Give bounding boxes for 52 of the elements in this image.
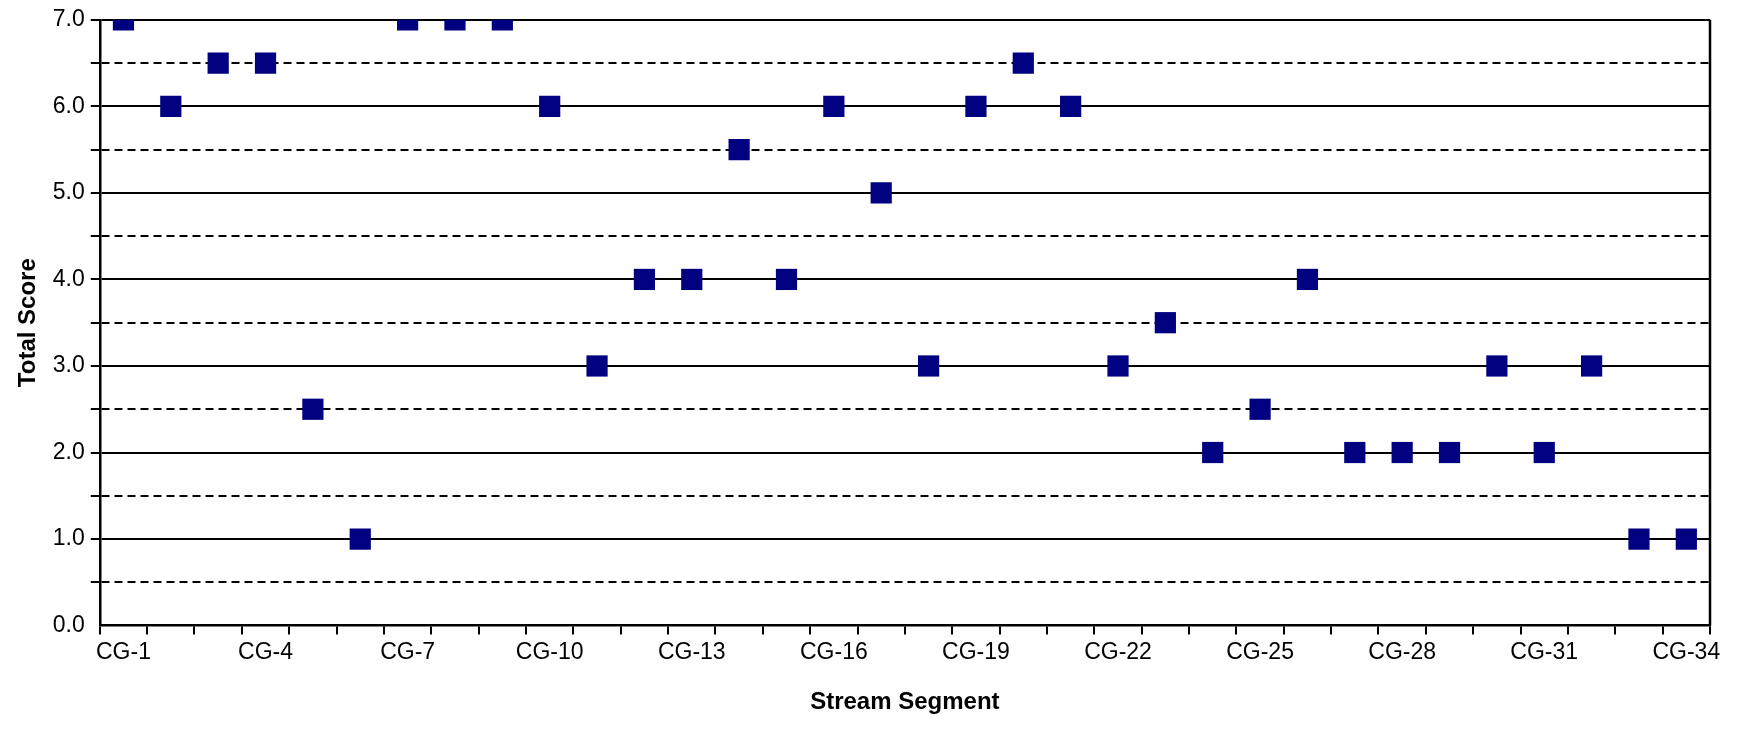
point: [1060, 95, 1082, 117]
point: [1486, 355, 1508, 377]
point: [1675, 528, 1697, 550]
point: [1154, 312, 1176, 334]
x-tick-label: CG-19: [942, 637, 1010, 664]
x-tick-label: CG-28: [1368, 637, 1437, 664]
point: [302, 398, 324, 420]
point: [207, 52, 229, 74]
point: [1296, 268, 1319, 291]
point: [681, 268, 703, 291]
y-tick-label: 2.0: [52, 437, 85, 464]
x-tick-label: CG-4: [238, 637, 294, 664]
x-tick-label: CG-34: [1652, 637, 1721, 664]
x-tick-label: CG-31: [1510, 637, 1579, 664]
y-tick-label: 6.0: [52, 91, 85, 118]
point: [728, 139, 750, 161]
point: [1391, 441, 1413, 464]
point: [633, 268, 656, 291]
x-tick-label: CG-1: [95, 637, 151, 664]
y-tick-label: 1.0: [52, 524, 85, 551]
y-tick-label: 5.0: [52, 178, 85, 205]
point: [1438, 441, 1461, 464]
point: [1107, 355, 1129, 377]
y-tick-label: 4.0: [52, 264, 85, 291]
y-axis-title: Total Score: [13, 258, 41, 388]
point: [1249, 398, 1271, 420]
point: [1533, 441, 1555, 464]
point: [254, 52, 277, 74]
point: [823, 95, 845, 117]
point: [349, 528, 371, 550]
point: [1012, 52, 1034, 74]
point: [1344, 441, 1366, 464]
x-tick-label: CG-13: [657, 637, 726, 664]
x-tick-label: CG-22: [1084, 637, 1152, 664]
y-tick-label: 0.0: [52, 610, 85, 637]
point: [1628, 528, 1650, 550]
point: [775, 268, 798, 291]
point: [917, 355, 940, 377]
x-tick-label: CG-16: [799, 637, 868, 664]
point: [870, 182, 892, 204]
x-axis-title: Stream Segment: [810, 687, 1000, 715]
point: [1202, 441, 1224, 464]
x-tick-label: CG-25: [1226, 637, 1294, 664]
point: [586, 355, 608, 377]
y-tick-label: 3.0: [52, 351, 85, 378]
x-tick-label: CG-7: [380, 637, 436, 664]
y-tick-label: 7.0: [52, 5, 85, 32]
x-tick-label: CG-10: [515, 637, 584, 664]
point: [539, 95, 561, 117]
point: [160, 95, 182, 117]
point: [965, 95, 987, 117]
point: [1580, 355, 1603, 377]
